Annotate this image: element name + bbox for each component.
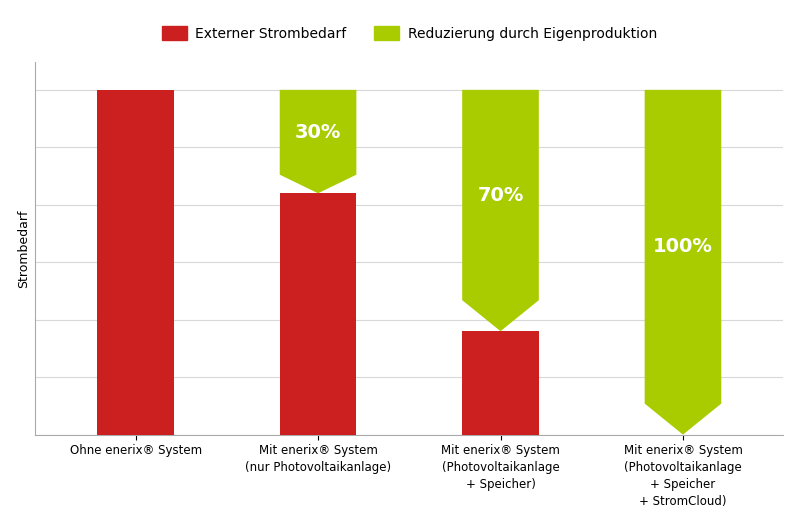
Text: 30%: 30% bbox=[295, 123, 342, 142]
Legend: Externer Strombedarf, Reduzierung durch Eigenproduktion: Externer Strombedarf, Reduzierung durch … bbox=[156, 21, 662, 46]
Y-axis label: Strombedarf: Strombedarf bbox=[17, 209, 30, 288]
Bar bbox=[98, 90, 174, 435]
Text: 70%: 70% bbox=[478, 185, 524, 205]
Text: 100%: 100% bbox=[653, 237, 713, 256]
Bar bbox=[280, 193, 356, 435]
Polygon shape bbox=[280, 90, 356, 193]
Polygon shape bbox=[462, 90, 539, 331]
Polygon shape bbox=[645, 90, 722, 435]
Bar bbox=[462, 331, 539, 435]
